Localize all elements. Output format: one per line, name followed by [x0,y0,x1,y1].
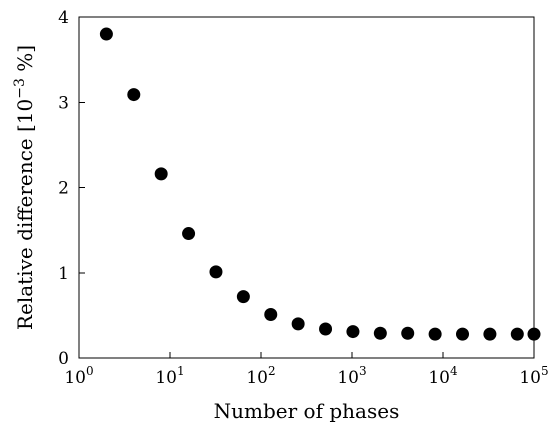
data-point-13 [456,327,470,341]
y-tick-label-4: 4 [58,8,69,28]
y-tick-label-3: 3 [58,93,69,113]
data-points [99,27,541,341]
data-point-1 [127,88,141,102]
y-tick-label-1: 1 [58,264,69,284]
data-point-15 [510,327,524,341]
x-tick-label-1: 101 [155,364,184,388]
data-point-14 [483,327,497,341]
y-axis-title-exponent: −3 [12,78,28,99]
y-axis-title-unit: %] [13,45,37,78]
data-point-16 [527,327,541,341]
y-tick-label-2: 2 [58,179,69,199]
data-point-6 [264,308,278,322]
x-tick-label-3: 103 [337,364,366,388]
data-point-3 [182,227,196,241]
data-point-11 [401,326,415,340]
x-axis-ticks: 100 101 102 103 104 105 [64,352,549,388]
data-point-5 [236,290,250,304]
data-point-10 [373,326,387,340]
data-point-2 [154,167,168,181]
data-point-7 [291,317,305,331]
plot-frame [78,16,535,359]
data-point-8 [319,322,333,336]
x-axis-title: Number of phases [214,399,400,423]
x-tick-label-2: 102 [246,364,275,388]
x-tick-label-0: 100 [64,364,93,388]
data-point-12 [428,327,442,341]
data-point-0 [99,27,113,41]
y-axis-ticks: 0 1 2 3 4 [58,8,85,369]
data-point-9 [346,325,360,339]
y-axis-title-main: Relative difference [10 [13,99,37,330]
data-point-4 [209,265,223,279]
x-tick-label-5: 105 [519,364,548,388]
y-axis-title: Relative difference [10−3 %] [12,45,37,330]
y-tick-label-0: 0 [58,349,69,369]
x-tick-label-4: 104 [428,364,458,388]
